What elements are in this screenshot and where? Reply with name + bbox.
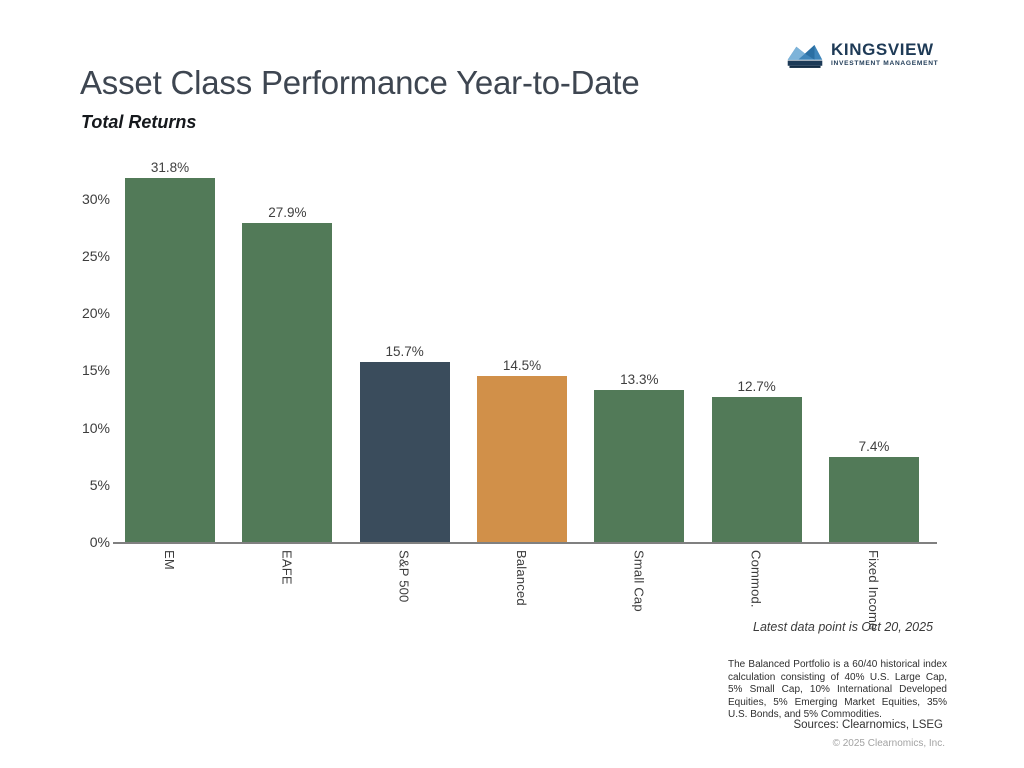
y-axis-tick-label: 15%	[81, 362, 110, 379]
x-axis-line	[113, 542, 937, 544]
bar-s-p-500	[359, 362, 450, 542]
logo-name: KINGSVIEW	[831, 40, 934, 59]
x-axis-category-label: Balanced	[513, 550, 529, 606]
bar-balanced	[476, 376, 567, 542]
bar-small-cap	[594, 389, 685, 542]
logo-text: KINGSVIEW INVESTMENT MANAGEMENT	[831, 40, 938, 67]
latest-data-note: Latest data point is Oct 20, 2025	[753, 620, 933, 634]
y-axis-tick-label: 25%	[81, 248, 110, 264]
page-subtitle: Total Returns	[81, 112, 197, 132]
bar-value-label: 27.9%	[268, 204, 307, 220]
bar-value-label: 31.8%	[150, 160, 190, 176]
crown-icon	[787, 45, 823, 68]
x-axis-category-label: S&P 500	[396, 550, 412, 603]
x-axis-category-label: EM	[162, 550, 177, 570]
y-axis-tick-label: 5%	[89, 476, 110, 493]
bar-value-label: 7.4%	[858, 439, 890, 455]
copyright-line: © 2025 Clearnomics, Inc.	[832, 738, 945, 749]
bar-fixed-income	[828, 457, 919, 542]
y-axis-tick-label: 20%	[81, 305, 110, 322]
bar-eafe	[242, 222, 333, 542]
bar-value-label: 12.7%	[737, 378, 776, 394]
bar-value-label: 14.5%	[502, 358, 542, 374]
kingsview-logo: KINGSVIEW INVESTMENT MANAGEMENT	[786, 40, 938, 74]
x-axis-category-label: Small Cap	[631, 550, 647, 612]
y-axis-tick-label: 30%	[81, 190, 110, 207]
x-axis-category-label: EAFE	[279, 550, 295, 585]
bar-em	[125, 178, 215, 542]
sources-line: Sources: Clearnomics, LSEG	[793, 719, 943, 731]
balanced-portfolio-disclaimer: The Balanced Portfolio is a 60/40 histor…	[728, 659, 947, 721]
logo-tagline: INVESTMENT MANAGEMENT	[831, 60, 939, 67]
y-axis-tick-label: 0%	[89, 534, 110, 550]
page-title: Asset Class Performance Year-to-Date	[80, 64, 640, 101]
x-axis-category-label: Fixed Income	[865, 550, 881, 631]
y-axis-tick-label: 10%	[81, 419, 110, 436]
x-axis-category-label: Commod.	[748, 550, 764, 608]
bar-commod-	[711, 396, 802, 542]
bar-value-label: 15.7%	[385, 344, 424, 360]
bar-value-label: 13.3%	[620, 371, 659, 387]
